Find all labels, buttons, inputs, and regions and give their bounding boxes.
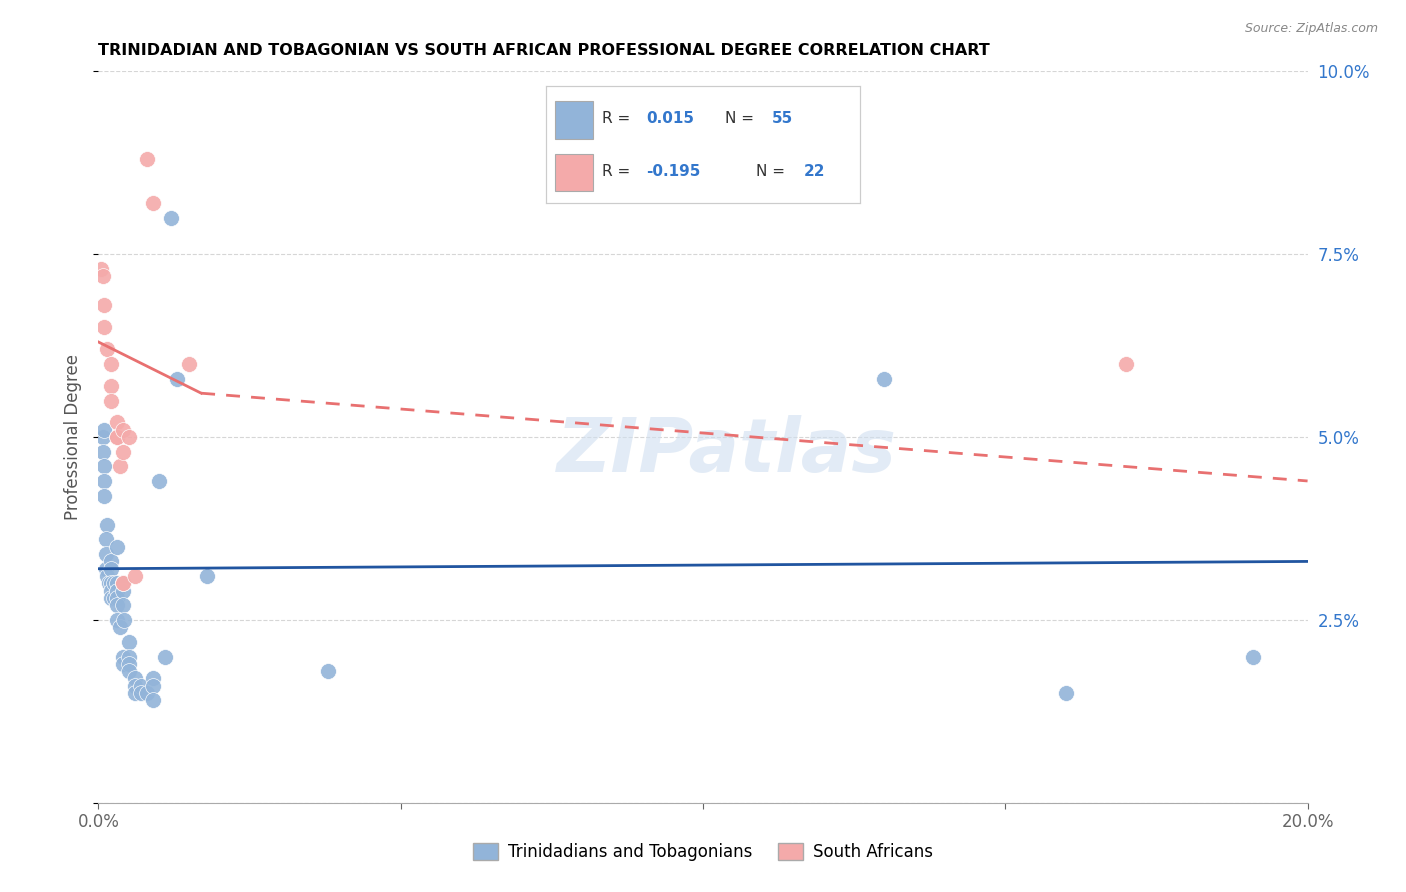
Point bbox=[135, 686, 157, 700]
Point bbox=[160, 211, 183, 225]
Point bbox=[100, 379, 122, 393]
Point bbox=[111, 649, 134, 664]
Text: ZIPatlas: ZIPatlas bbox=[557, 415, 897, 488]
Point bbox=[142, 679, 165, 693]
Point bbox=[179, 357, 201, 371]
Point bbox=[111, 444, 134, 458]
Y-axis label: Professional Degree: Professional Degree bbox=[65, 354, 83, 520]
Point bbox=[124, 686, 146, 700]
Text: TRINIDADIAN AND TOBAGONIAN VS SOUTH AFRICAN PROFESSIONAL DEGREE CORRELATION CHAR: TRINIDADIAN AND TOBAGONIAN VS SOUTH AFRI… bbox=[98, 43, 990, 58]
Point bbox=[135, 152, 157, 166]
Point bbox=[1054, 686, 1077, 700]
Point bbox=[100, 576, 122, 591]
Point bbox=[195, 569, 218, 583]
Point bbox=[93, 489, 115, 503]
Point bbox=[90, 261, 112, 276]
Point bbox=[105, 591, 128, 605]
Point bbox=[111, 583, 134, 598]
Point bbox=[105, 430, 128, 444]
Point bbox=[111, 576, 134, 591]
Point bbox=[153, 649, 176, 664]
Point bbox=[96, 569, 118, 583]
Point bbox=[873, 371, 896, 385]
Point bbox=[108, 620, 131, 634]
Point bbox=[148, 474, 170, 488]
Point bbox=[100, 591, 122, 605]
Point bbox=[94, 533, 117, 547]
Point bbox=[111, 423, 134, 437]
Point bbox=[100, 583, 122, 598]
Point bbox=[105, 540, 128, 554]
Point bbox=[124, 679, 146, 693]
Point bbox=[96, 517, 118, 532]
Point bbox=[100, 393, 122, 408]
Point bbox=[105, 416, 128, 430]
Point bbox=[100, 357, 122, 371]
Point bbox=[93, 320, 115, 334]
Point bbox=[103, 591, 125, 605]
Text: Source: ZipAtlas.com: Source: ZipAtlas.com bbox=[1244, 22, 1378, 36]
Point bbox=[105, 583, 128, 598]
Point bbox=[124, 672, 146, 686]
Point bbox=[94, 547, 117, 561]
Point bbox=[111, 576, 134, 591]
Legend: Trinidadians and Tobagonians, South Africans: Trinidadians and Tobagonians, South Afri… bbox=[467, 836, 939, 868]
Point bbox=[124, 569, 146, 583]
Point bbox=[94, 562, 117, 576]
Point bbox=[118, 664, 141, 678]
Point bbox=[98, 576, 121, 591]
Point bbox=[142, 196, 165, 211]
Point bbox=[105, 576, 128, 591]
Point bbox=[103, 576, 125, 591]
Point bbox=[111, 599, 134, 613]
Point bbox=[118, 635, 141, 649]
Point bbox=[91, 430, 114, 444]
Point bbox=[1115, 357, 1137, 371]
Point bbox=[118, 430, 141, 444]
Point bbox=[142, 693, 165, 707]
Point bbox=[100, 554, 122, 568]
Point bbox=[1241, 649, 1264, 664]
Point bbox=[108, 459, 131, 474]
Point bbox=[91, 269, 114, 284]
Point bbox=[118, 657, 141, 671]
Point bbox=[118, 649, 141, 664]
Point bbox=[142, 672, 165, 686]
Point bbox=[105, 430, 128, 444]
Point bbox=[96, 343, 118, 357]
Point bbox=[105, 613, 128, 627]
Point bbox=[100, 562, 122, 576]
Point bbox=[111, 576, 134, 591]
Point bbox=[129, 679, 152, 693]
Point bbox=[93, 423, 115, 437]
Point bbox=[111, 576, 134, 591]
Point bbox=[112, 613, 135, 627]
Point bbox=[93, 474, 115, 488]
Point bbox=[166, 371, 188, 385]
Point bbox=[316, 664, 339, 678]
Point bbox=[129, 686, 152, 700]
Point bbox=[93, 459, 115, 474]
Point bbox=[105, 599, 128, 613]
Point bbox=[111, 657, 134, 671]
Point bbox=[91, 444, 114, 458]
Point bbox=[93, 298, 115, 312]
